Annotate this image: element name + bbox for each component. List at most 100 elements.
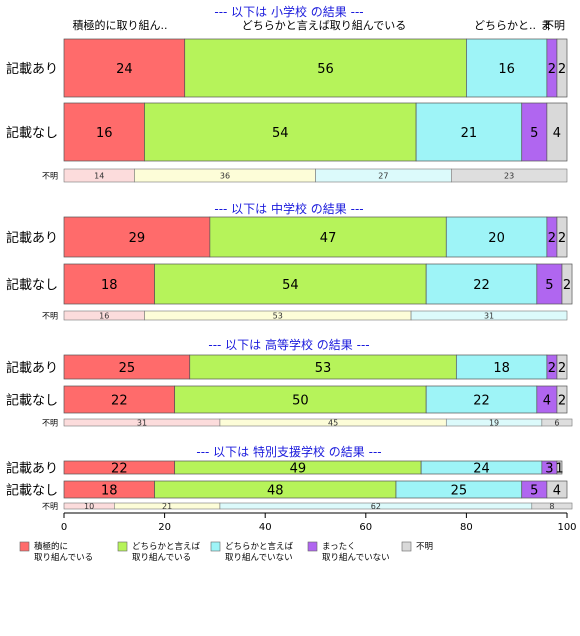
data-label: 4 <box>553 484 561 499</box>
unknown-bar-segment <box>531 502 573 510</box>
category-header: 積極的に取り組ん.. <box>73 18 168 32</box>
legend-label: 取り組んでいる <box>34 552 93 563</box>
legend-swatch <box>401 541 412 552</box>
bar-segment <box>63 354 191 380</box>
bar-segment <box>425 385 538 414</box>
unknown-row-label: 不明 <box>42 312 58 321</box>
unknown-bar-segment <box>410 310 568 321</box>
data-label: 16 <box>96 126 113 141</box>
bar-segment <box>63 102 145 162</box>
bar-segment <box>184 38 467 98</box>
x-tick-label: 100 <box>557 522 576 533</box>
data-label: 20 <box>488 231 505 246</box>
unknown-row-label: 不明 <box>42 172 58 181</box>
bar-segment <box>63 38 186 98</box>
unknown-data-label: 53 <box>273 312 283 321</box>
legend-swatch <box>307 541 318 552</box>
row-label: 記載なし <box>6 393 58 409</box>
bar-segment <box>546 480 568 499</box>
bar-segment <box>455 354 548 380</box>
unknown-data-label: 31 <box>137 419 147 428</box>
x-tick-label: 80 <box>460 522 473 533</box>
data-label: 2 <box>548 62 556 77</box>
data-label: 2 <box>548 361 556 376</box>
data-label: 50 <box>292 394 309 409</box>
unknown-bar-segment <box>541 418 573 427</box>
unknown-data-label: 21 <box>162 502 172 511</box>
legend-swatch <box>210 541 221 552</box>
data-label: 1 <box>555 462 563 477</box>
bar-segment <box>556 354 568 380</box>
data-label: 5 <box>545 278 553 293</box>
data-label: 4 <box>543 394 551 409</box>
data-label: 2 <box>558 62 566 77</box>
row-label: 記載なし <box>6 483 58 499</box>
data-label: 5 <box>530 484 538 499</box>
legend-swatch <box>117 541 128 552</box>
data-label: 2 <box>563 278 571 293</box>
data-label: 2 <box>558 361 566 376</box>
data-label: 47 <box>320 231 337 246</box>
category-header: ま <box>541 19 552 32</box>
category-header: どちらかと.. <box>474 19 536 32</box>
data-label: 29 <box>129 231 146 246</box>
data-label: 2 <box>558 231 566 246</box>
data-label: 22 <box>473 394 490 409</box>
x-tick-label: 40 <box>259 522 272 533</box>
bar-segment <box>556 38 568 98</box>
unknown-data-label: 14 <box>94 172 104 181</box>
legend-label: 不明 <box>416 542 433 552</box>
legend-swatch <box>19 541 30 552</box>
data-label: 4 <box>553 126 561 141</box>
bar-segment <box>521 102 548 162</box>
category-header: どちらかと言えば取り組んでいる <box>242 19 406 32</box>
data-label: 54 <box>282 278 299 293</box>
unknown-data-label: 6 <box>554 419 559 428</box>
unknown-data-label: 8 <box>549 502 554 511</box>
bar-segment <box>536 263 563 305</box>
section-title: --- 以下は 特別支援学校 の結果 --- <box>196 444 381 459</box>
data-label: 53 <box>315 361 332 376</box>
data-label: 22 <box>473 278 490 293</box>
x-tick-label: 60 <box>359 522 372 533</box>
unknown-data-label: 62 <box>371 502 381 511</box>
data-label: 24 <box>116 62 133 77</box>
unknown-row-label: 不明 <box>42 419 58 428</box>
unknown-data-label: 45 <box>328 419 338 428</box>
unknown-data-label: 10 <box>84 502 94 511</box>
bar-segment <box>561 263 573 305</box>
data-label: 2 <box>558 394 566 409</box>
data-label: 2 <box>548 231 556 246</box>
row-label: 記載なし <box>6 277 58 293</box>
bar-segment <box>546 102 568 162</box>
row-label: 記載あり <box>6 61 58 77</box>
unknown-data-label: 16 <box>99 312 109 321</box>
data-label: 48 <box>267 484 284 499</box>
data-label: 5 <box>530 126 538 141</box>
legend-label: どちらかと言えば <box>225 541 294 552</box>
section-title: --- 以下は 中学校 の結果 --- <box>214 201 363 216</box>
x-tick-label: 20 <box>158 522 171 533</box>
bar-segment <box>63 263 155 305</box>
unknown-data-label: 36 <box>220 172 230 181</box>
bar-segment <box>425 263 538 305</box>
data-label: 25 <box>119 361 136 376</box>
row-label: 記載あり <box>6 230 58 246</box>
unknown-bar-segment <box>451 168 568 183</box>
bar-segment <box>189 354 457 380</box>
bar-segment <box>556 385 568 414</box>
data-label: 18 <box>101 278 118 293</box>
data-label: 49 <box>290 462 307 477</box>
unknown-data-label: 19 <box>489 419 499 428</box>
bar-segment <box>556 460 563 475</box>
unknown-data-label: 31 <box>484 312 494 321</box>
legend-label: 取り組んでいない <box>322 552 390 563</box>
section-title: --- 以下は 小学校 の結果 --- <box>214 4 363 19</box>
bar-segment <box>445 216 548 258</box>
row-label: 記載あり <box>6 461 58 477</box>
unknown-row-label: 不明 <box>42 502 58 511</box>
data-label: 56 <box>317 62 334 77</box>
data-label: 3 <box>545 462 553 477</box>
unknown-data-label: 23 <box>504 172 514 181</box>
